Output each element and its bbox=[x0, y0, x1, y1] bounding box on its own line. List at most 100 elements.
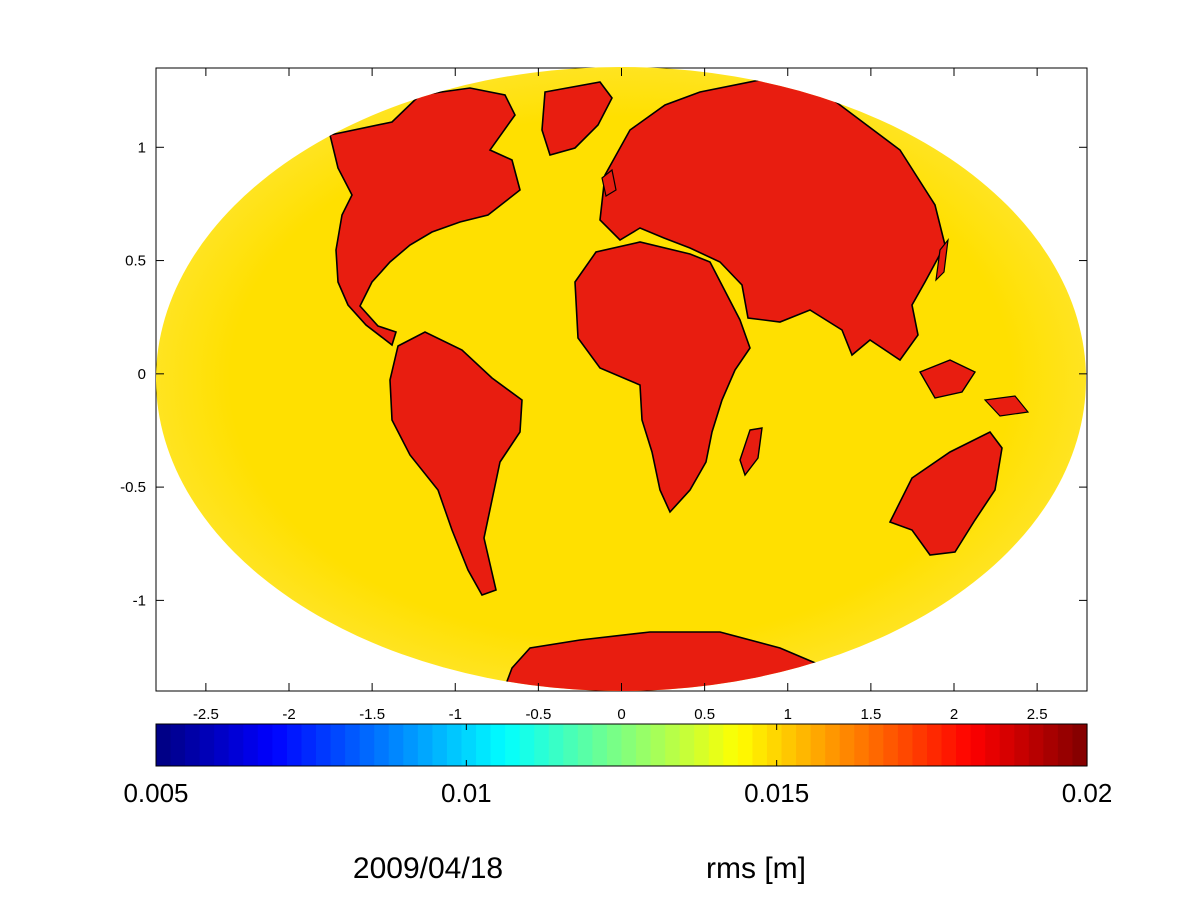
date-label: 2009/04/18 bbox=[353, 852, 503, 885]
colorbar-tick-label: 0.02 bbox=[1062, 778, 1113, 808]
colorbar-tick-label: 0.01 bbox=[441, 778, 492, 808]
x-tick-label: -1 bbox=[449, 706, 462, 723]
colorbar-cell bbox=[286, 724, 303, 766]
colorbar-cell bbox=[534, 724, 550, 766]
colorbar-cell bbox=[185, 724, 201, 766]
colorbar-cell bbox=[1057, 724, 1074, 766]
colorbar-cell bbox=[621, 724, 637, 766]
colorbar-cell bbox=[170, 724, 186, 766]
x-tick-label: -0.5 bbox=[525, 706, 551, 723]
land-layer bbox=[329, 79, 1030, 691]
y-tick-label: -1 bbox=[133, 592, 146, 609]
colorbar-cell bbox=[476, 724, 492, 766]
colorbar-cell bbox=[563, 724, 579, 766]
colorbar-cell bbox=[359, 724, 375, 766]
colorbar-cell bbox=[665, 724, 681, 766]
y-tick-label: 0 bbox=[138, 366, 146, 383]
quantity-label: rms [m] bbox=[706, 852, 806, 885]
colorbar-cell bbox=[316, 724, 332, 766]
colorbar-cell bbox=[897, 724, 914, 766]
colorbar-cell bbox=[1072, 724, 1088, 766]
world-map bbox=[156, 67, 1086, 691]
colorbar-tick-label: 0.015 bbox=[744, 778, 809, 808]
colorbar-cell bbox=[1028, 724, 1044, 766]
colorbar-cell bbox=[956, 724, 972, 766]
colorbar-cell bbox=[272, 724, 288, 766]
colorbar-cell bbox=[868, 724, 884, 766]
colorbar-cells bbox=[156, 724, 1088, 766]
colorbar-cell bbox=[345, 724, 361, 766]
land-australia bbox=[888, 430, 1003, 556]
colorbar-cell bbox=[970, 724, 986, 766]
colorbar-cell bbox=[839, 724, 855, 766]
colorbar-cell bbox=[432, 724, 448, 766]
land-new-guinea bbox=[983, 395, 1030, 417]
colorbar-cell bbox=[912, 724, 928, 766]
colorbar-cell bbox=[999, 724, 1015, 766]
colorbar-cell bbox=[650, 724, 666, 766]
land-eurasia bbox=[599, 79, 946, 362]
colorbar-ticks: 0.005 0.01 0.015 0.02 bbox=[123, 724, 1112, 808]
colorbar-cell bbox=[854, 724, 870, 766]
colorbar-cell bbox=[985, 724, 1001, 766]
y-tick-label: 0.5 bbox=[125, 253, 146, 270]
land-japan bbox=[935, 237, 949, 282]
land-north-america bbox=[329, 87, 521, 347]
colorbar-cell bbox=[796, 724, 812, 766]
colorbar-cell bbox=[694, 724, 710, 766]
colorbar-cell bbox=[228, 724, 244, 766]
colorbar-cell bbox=[810, 724, 826, 766]
colorbar-cell bbox=[548, 724, 564, 766]
colorbar-cell bbox=[606, 724, 623, 766]
colorbar-cell bbox=[883, 724, 899, 766]
colorbar-cell bbox=[461, 724, 477, 766]
colorbar: 0.005 0.01 0.015 0.02 bbox=[123, 723, 1112, 808]
colorbar-cell bbox=[301, 724, 317, 766]
colorbar-cell bbox=[577, 724, 594, 766]
colorbar-cell bbox=[1043, 724, 1059, 766]
colorbar-tick-label: 0.005 bbox=[123, 778, 188, 808]
colorbar-cell bbox=[505, 724, 521, 766]
colorbar-cell bbox=[766, 724, 783, 766]
x-tick-label: -2.5 bbox=[193, 706, 219, 723]
colorbar-cell bbox=[403, 724, 419, 766]
x-tick-label: 0.5 bbox=[694, 706, 715, 723]
colorbar-frame bbox=[155, 723, 1088, 767]
land-africa bbox=[574, 241, 751, 514]
land-south-america bbox=[389, 331, 523, 596]
x-tick-label: -1.5 bbox=[359, 706, 385, 723]
y-axis-ticks: 1 0.5 0 -0.5 -1 bbox=[120, 139, 1087, 609]
x-tick-label: 2 bbox=[950, 706, 958, 723]
colorbar-cell bbox=[723, 724, 739, 766]
colorbar-cell bbox=[417, 724, 433, 766]
colorbar-cell bbox=[708, 724, 724, 766]
colorbar-cell bbox=[781, 724, 797, 766]
colorbar-cell bbox=[374, 724, 390, 766]
colorbar-cell bbox=[752, 724, 768, 766]
land-uk bbox=[601, 168, 617, 197]
y-tick-label: -0.5 bbox=[120, 479, 146, 496]
x-tick-label: -2 bbox=[282, 706, 295, 723]
x-tick-label: 1.5 bbox=[860, 706, 881, 723]
colorbar-cell bbox=[243, 724, 259, 766]
x-tick-label: 1 bbox=[784, 706, 792, 723]
colorbar-cell bbox=[737, 724, 754, 766]
colorbar-cell bbox=[330, 724, 346, 766]
colorbar-cell bbox=[926, 724, 943, 766]
colorbar-cell bbox=[490, 724, 506, 766]
x-axis-ticks: -2.5 -2 -1.5 -1 -0.5 0 0.5 1 1.5 2 2.5 bbox=[193, 68, 1048, 723]
colorbar-cell bbox=[257, 724, 273, 766]
land-indonesia bbox=[918, 359, 977, 399]
colorbar-cell bbox=[519, 724, 535, 766]
colorbar-cell bbox=[592, 724, 608, 766]
colorbar-cell bbox=[679, 724, 695, 766]
colorbar-cell bbox=[199, 724, 215, 766]
land-madagascar bbox=[739, 427, 763, 477]
y-tick-label: 1 bbox=[138, 139, 146, 156]
colorbar-cell bbox=[214, 724, 230, 766]
colorbar-cell bbox=[941, 724, 957, 766]
colorbar-cell bbox=[446, 724, 463, 766]
x-tick-label: 2.5 bbox=[1027, 706, 1048, 723]
land-greenland bbox=[541, 81, 613, 156]
